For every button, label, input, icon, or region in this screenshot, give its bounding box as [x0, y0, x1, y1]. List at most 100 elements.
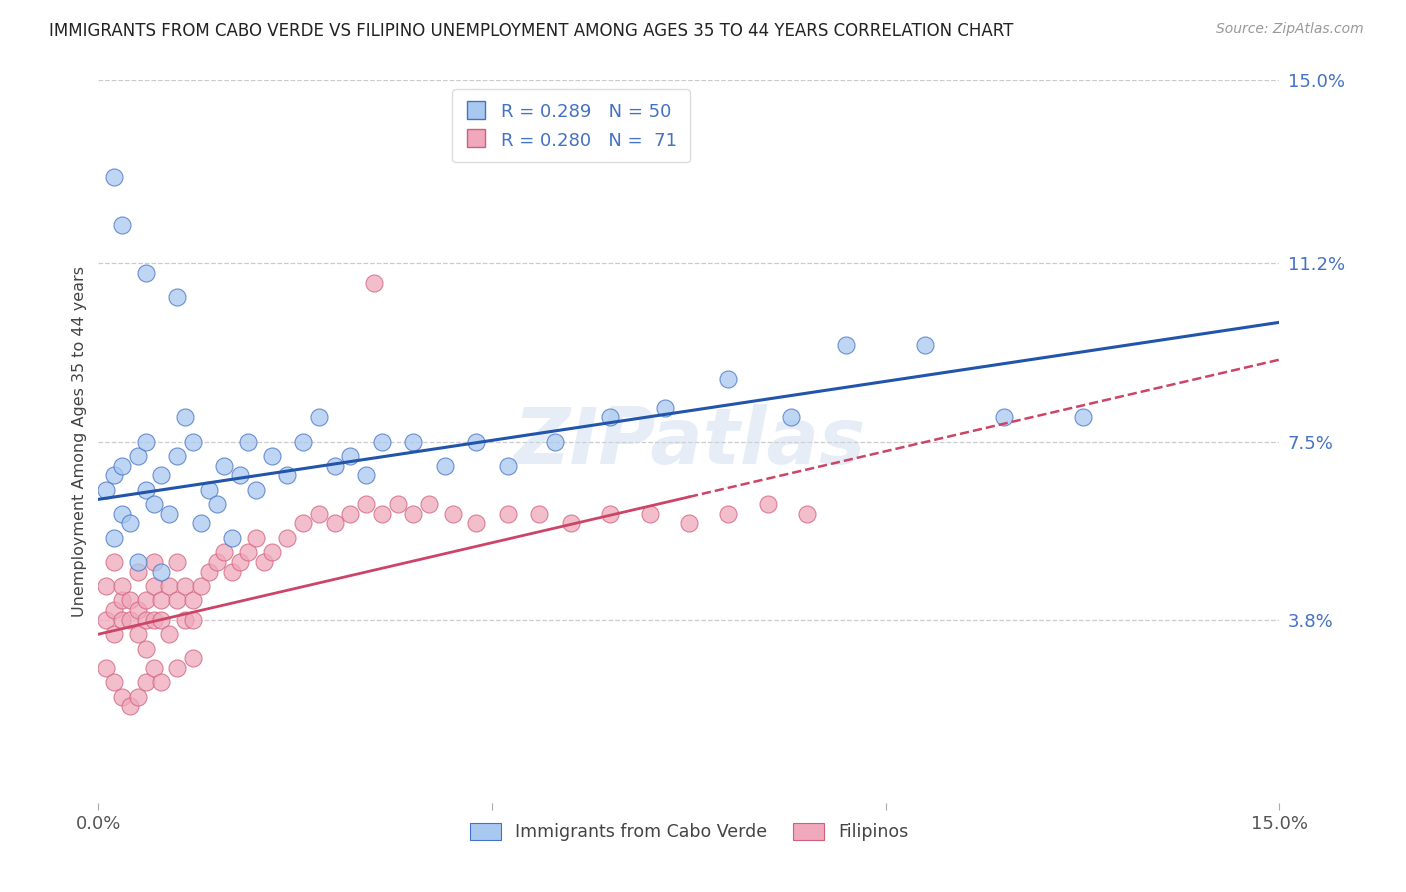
- Point: [142, 497, 165, 511]
- Point: [127, 449, 149, 463]
- Legend: Immigrants from Cabo Verde, Filipinos: Immigrants from Cabo Verde, Filipinos: [463, 815, 915, 848]
- Point: [465, 434, 488, 449]
- Point: [914, 338, 936, 352]
- Point: [354, 468, 377, 483]
- Point: [166, 555, 188, 569]
- Point: [339, 507, 361, 521]
- Point: [433, 458, 456, 473]
- Point: [96, 661, 118, 675]
- Point: [111, 613, 134, 627]
- Point: [166, 449, 188, 463]
- Point: [835, 338, 858, 352]
- Point: [197, 565, 219, 579]
- Point: [371, 434, 394, 449]
- Point: [111, 593, 134, 607]
- Point: [190, 516, 212, 531]
- Point: [174, 613, 197, 627]
- Point: [150, 593, 173, 607]
- Point: [529, 507, 551, 521]
- Point: [142, 579, 165, 593]
- Point: [118, 593, 141, 607]
- Point: [402, 434, 425, 449]
- Point: [103, 675, 125, 690]
- Y-axis label: Unemployment Among Ages 35 to 44 years: Unemployment Among Ages 35 to 44 years: [72, 266, 87, 617]
- Point: [308, 507, 330, 521]
- Point: [236, 545, 259, 559]
- Point: [157, 627, 180, 641]
- Point: [214, 458, 236, 473]
- Point: [157, 507, 180, 521]
- Point: [127, 603, 149, 617]
- Point: [441, 507, 464, 521]
- Point: [127, 565, 149, 579]
- Point: [717, 507, 740, 521]
- Point: [339, 449, 361, 463]
- Point: [197, 483, 219, 497]
- Point: [654, 401, 676, 415]
- Point: [135, 266, 157, 280]
- Point: [245, 531, 267, 545]
- Point: [214, 545, 236, 559]
- Point: [103, 169, 125, 184]
- Point: [135, 675, 157, 690]
- Point: [118, 699, 141, 714]
- Point: [190, 579, 212, 593]
- Point: [599, 410, 621, 425]
- Point: [181, 613, 204, 627]
- Point: [402, 507, 425, 521]
- Point: [544, 434, 567, 449]
- Point: [717, 372, 740, 386]
- Point: [993, 410, 1015, 425]
- Point: [135, 593, 157, 607]
- Point: [174, 579, 197, 593]
- Point: [756, 497, 779, 511]
- Point: [157, 579, 180, 593]
- Point: [142, 555, 165, 569]
- Point: [221, 531, 243, 545]
- Point: [245, 483, 267, 497]
- Point: [387, 497, 409, 511]
- Text: Source: ZipAtlas.com: Source: ZipAtlas.com: [1216, 22, 1364, 37]
- Point: [96, 483, 118, 497]
- Point: [465, 516, 488, 531]
- Point: [166, 290, 188, 304]
- Text: IMMIGRANTS FROM CABO VERDE VS FILIPINO UNEMPLOYMENT AMONG AGES 35 TO 44 YEARS CO: IMMIGRANTS FROM CABO VERDE VS FILIPINO U…: [49, 22, 1014, 40]
- Point: [135, 434, 157, 449]
- Point: [111, 690, 134, 704]
- Point: [150, 565, 173, 579]
- Point: [229, 468, 252, 483]
- Point: [111, 579, 134, 593]
- Point: [111, 458, 134, 473]
- Point: [142, 661, 165, 675]
- Point: [181, 593, 204, 607]
- Point: [599, 507, 621, 521]
- Point: [205, 497, 228, 511]
- Point: [560, 516, 582, 531]
- Point: [111, 507, 134, 521]
- Point: [308, 410, 330, 425]
- Point: [260, 449, 283, 463]
- Point: [103, 468, 125, 483]
- Point: [796, 507, 818, 521]
- Point: [205, 555, 228, 569]
- Point: [780, 410, 803, 425]
- Point: [166, 593, 188, 607]
- Point: [354, 497, 377, 511]
- Point: [292, 434, 315, 449]
- Point: [363, 276, 385, 290]
- Point: [118, 516, 141, 531]
- Point: [127, 627, 149, 641]
- Point: [276, 468, 298, 483]
- Point: [150, 675, 173, 690]
- Point: [323, 516, 346, 531]
- Point: [150, 468, 173, 483]
- Point: [323, 458, 346, 473]
- Point: [103, 627, 125, 641]
- Point: [181, 651, 204, 665]
- Point: [127, 555, 149, 569]
- Point: [1071, 410, 1094, 425]
- Point: [135, 641, 157, 656]
- Point: [96, 579, 118, 593]
- Point: [135, 613, 157, 627]
- Point: [496, 507, 519, 521]
